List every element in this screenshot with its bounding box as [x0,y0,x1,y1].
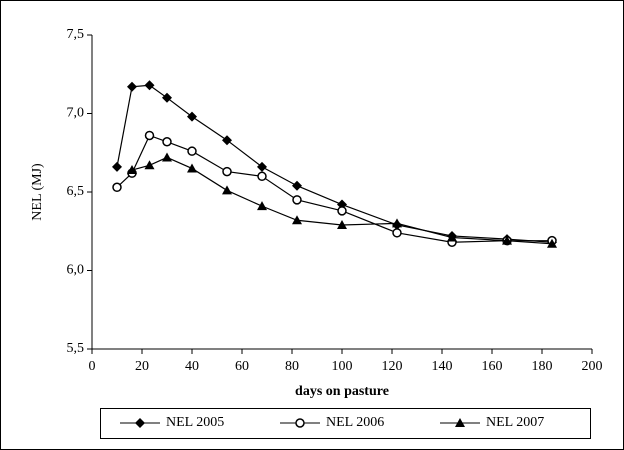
legend-label: NEL 2007 [486,415,544,430]
marker [162,92,172,103]
marker [144,80,155,91]
legend-label: NEL 2006 [326,415,384,430]
marker [187,163,197,173]
x-tick-label: 20 [135,359,149,374]
marker [187,146,197,156]
marker [257,161,267,172]
marker [112,182,122,193]
marker [187,111,197,122]
legend-marker [295,418,305,428]
x-tick-label: 160 [482,359,503,374]
y-tick-label: 6,5 [67,184,85,199]
legend-marker [135,418,145,428]
marker [144,160,155,170]
marker [547,238,557,248]
marker [222,185,232,195]
marker [222,135,232,146]
marker [162,137,172,147]
marker [257,201,267,211]
marker [292,180,302,191]
y-tick-label: 7,5 [67,27,85,42]
marker [222,166,232,177]
marker [502,235,512,245]
legend-marker [455,418,465,427]
marker [257,171,267,182]
marker [392,218,402,228]
y-axis-title: NEL (MJ) [30,163,45,221]
marker [112,161,122,172]
marker [447,232,457,242]
x-tick-label: 120 [382,359,403,374]
marker [127,165,137,175]
legend-label: NEL 2005 [166,415,224,430]
legend-box [100,408,591,439]
y-tick-label: 6,0 [67,263,85,278]
x-tick-label: 180 [532,359,553,374]
marker [292,195,302,205]
x-tick-label: 80 [285,359,299,374]
marker [337,219,347,229]
marker [392,228,402,238]
marker [162,152,172,162]
marker [144,130,155,141]
x-tick-label: 0 [89,359,96,374]
marker [337,206,347,216]
y-tick-label: 5,5 [67,341,85,356]
marker [292,215,302,225]
x-tick-label: 40 [185,359,199,374]
x-tick-label: 60 [235,359,249,374]
x-tick-label: 200 [582,359,603,374]
x-axis-title: days on pasture [295,384,389,399]
marker [127,81,137,92]
x-tick-label: 100 [332,359,353,374]
y-tick-label: 7,0 [67,106,85,121]
x-tick-label: 140 [432,359,453,374]
